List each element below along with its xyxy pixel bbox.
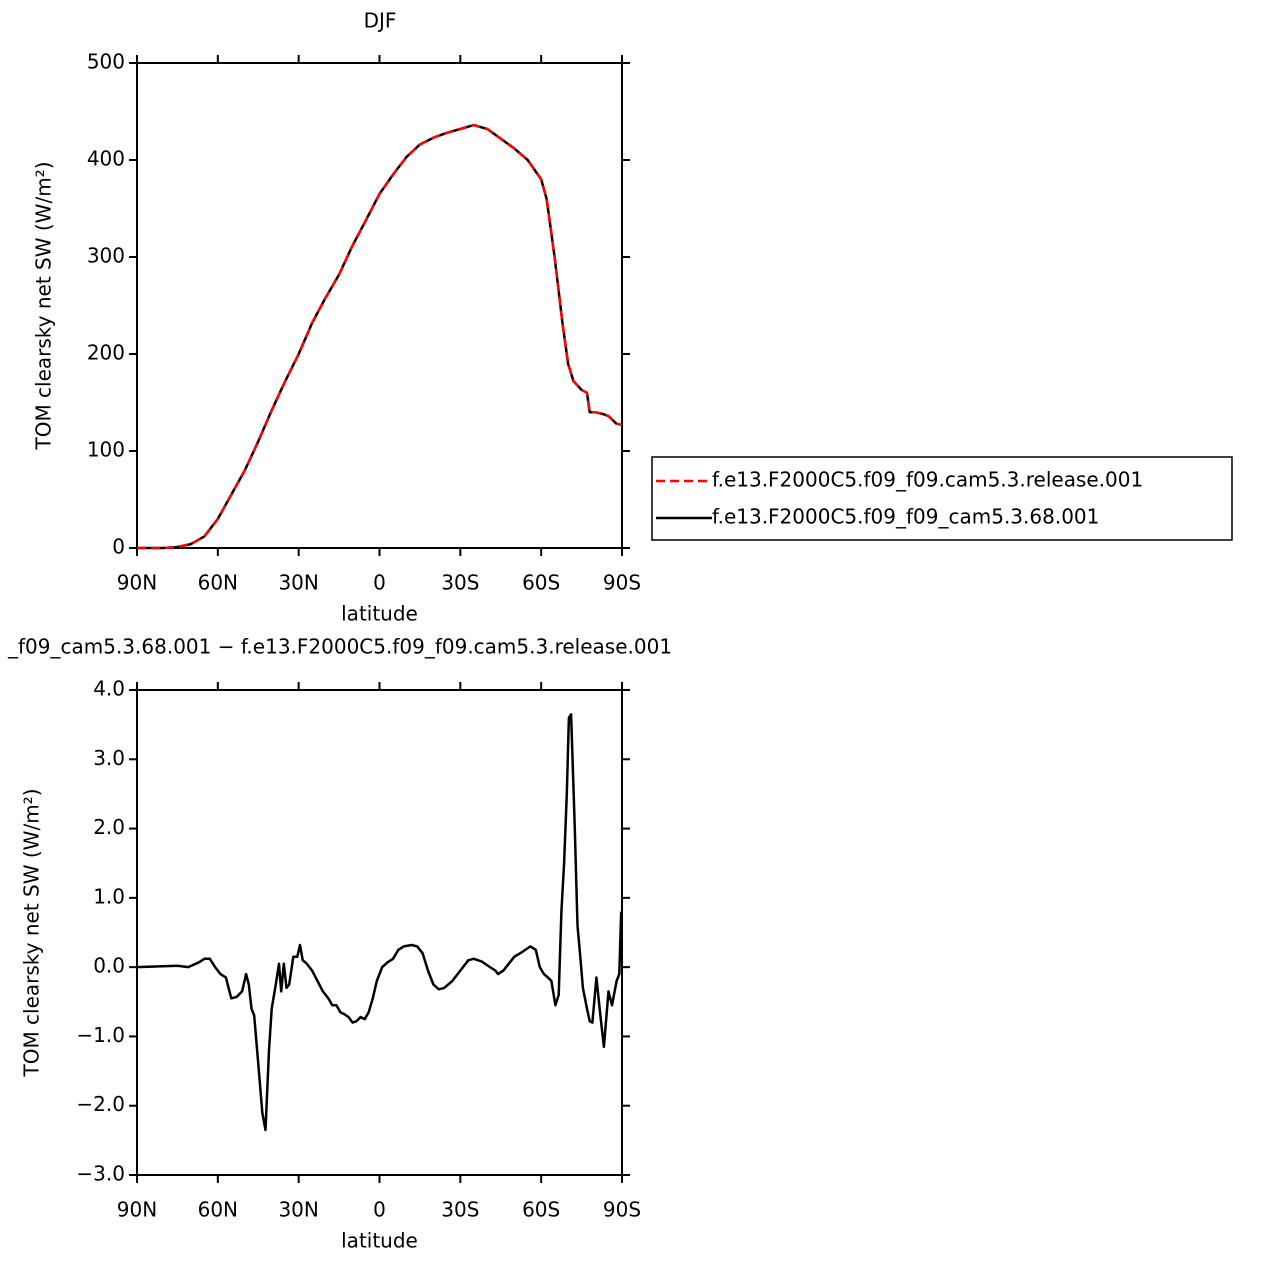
y-tick-label: 2.0 [93,815,125,839]
x-tick-label: 0 [373,1198,386,1222]
x-tick-label: 30N [278,571,318,595]
y-tick-label: 100 [87,438,125,462]
y-tick-label: 4.0 [93,677,125,701]
x-tick-label: 30S [441,1198,479,1222]
y-tick-label: 1.0 [93,884,125,908]
x-tick-label: 30S [441,571,479,595]
x-tick-label: 90N [117,571,157,595]
plot-frame [136,689,623,1176]
x-axis-label: latitude [341,602,418,626]
legend-box [651,456,1233,541]
plot-frame [136,62,623,549]
x-tick-label: 60N [198,571,238,595]
x-tick-label: 60N [198,1198,238,1222]
x-axis-label: latitude [341,1229,418,1253]
data-line [137,123,623,550]
y-tick-label: −1.0 [76,1023,125,1047]
y-tick-label: −2.0 [76,1092,125,1116]
y-tick-label: 3.0 [93,746,125,770]
y-axis-label: TOM clearsky net SW (W/m²) [20,788,44,1077]
x-tick-label: 0 [373,571,386,595]
y-tick-label: −3.0 [76,1162,125,1186]
chart-title: _f09_cam5.3.68.001 − f.e13.F2000C5.f09_f… [7,635,672,659]
y-axis-label: TOM clearsky net SW (W/m²) [32,161,56,450]
y-tick-label: 0 [112,535,125,559]
x-tick-label: 90S [603,1198,641,1222]
y-tick-label: 400 [87,147,125,171]
x-tick-label: 60S [522,571,560,595]
data-line [136,713,623,1132]
legend-label: f.e13.F2000C5.f09_f09.cam5.3.release.001 [712,468,1143,492]
data-line [137,123,623,550]
chart-title: DJF [364,9,397,33]
x-tick-label: 90N [117,1198,157,1222]
y-tick-label: 200 [87,341,125,365]
x-tick-label: 60S [522,1198,560,1222]
y-tick-label: 300 [87,244,125,268]
y-tick-label: 0.0 [93,954,125,978]
y-tick-label: 500 [87,50,125,74]
x-tick-label: 30N [278,1198,318,1222]
x-tick-label: 90S [603,571,641,595]
legend-label: f.e13.F2000C5.f09_f09_cam5.3.68.001 [712,505,1099,529]
